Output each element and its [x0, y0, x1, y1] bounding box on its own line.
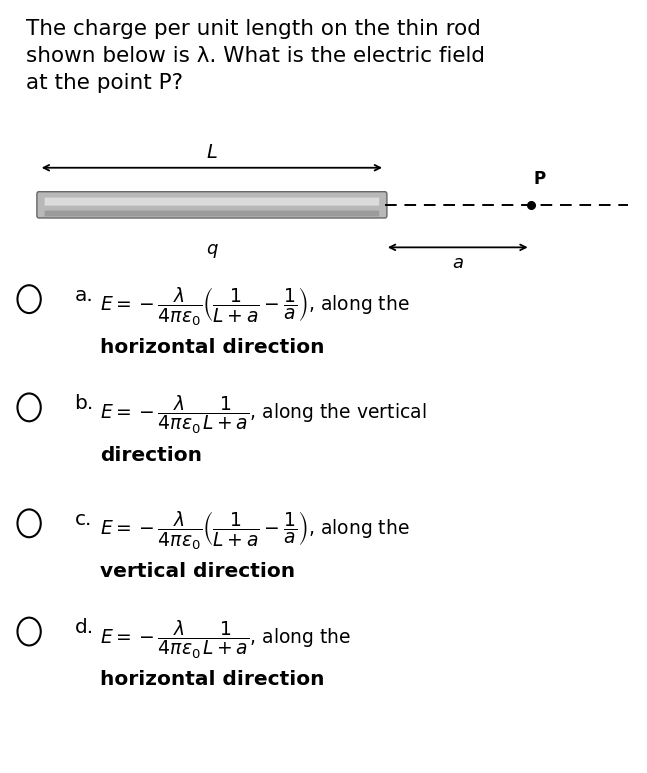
Text: $E = -\dfrac{\lambda}{4\pi\epsilon_0}\dfrac{1}{L+a}$, along the: $E = -\dfrac{\lambda}{4\pi\epsilon_0}\df… [100, 618, 351, 661]
Text: b.: b. [74, 394, 94, 414]
Text: $E = -\dfrac{\lambda}{4\pi\epsilon_0}\left(\dfrac{1}{L+a} - \dfrac{1}{a}\right)$: $E = -\dfrac{\lambda}{4\pi\epsilon_0}\le… [100, 286, 410, 329]
Text: L: L [206, 142, 217, 162]
Text: P: P [534, 170, 546, 188]
Text: a: a [452, 254, 463, 271]
Text: a.: a. [74, 286, 93, 305]
Text: horizontal direction: horizontal direction [100, 670, 325, 690]
Text: $E = -\dfrac{\lambda}{4\pi\epsilon_0}\left(\dfrac{1}{L+a} - \dfrac{1}{a}\right)$: $E = -\dfrac{\lambda}{4\pi\epsilon_0}\le… [100, 510, 410, 553]
Text: d.: d. [74, 618, 94, 638]
Text: horizontal direction: horizontal direction [100, 338, 325, 357]
FancyBboxPatch shape [37, 192, 387, 218]
FancyBboxPatch shape [45, 198, 379, 206]
Text: direction: direction [100, 446, 203, 465]
FancyBboxPatch shape [45, 210, 379, 216]
Text: q: q [206, 240, 217, 257]
Text: The charge per unit length on the thin rod: The charge per unit length on the thin r… [26, 19, 481, 39]
Text: vertical direction: vertical direction [100, 562, 296, 581]
Text: at the point P?: at the point P? [26, 73, 183, 94]
Text: shown below is λ. What is the electric field: shown below is λ. What is the electric f… [26, 46, 485, 66]
Text: c.: c. [74, 510, 92, 530]
Text: $E = -\dfrac{\lambda}{4\pi\epsilon_0}\dfrac{1}{L+a}$, along the vertical: $E = -\dfrac{\lambda}{4\pi\epsilon_0}\df… [100, 394, 427, 437]
